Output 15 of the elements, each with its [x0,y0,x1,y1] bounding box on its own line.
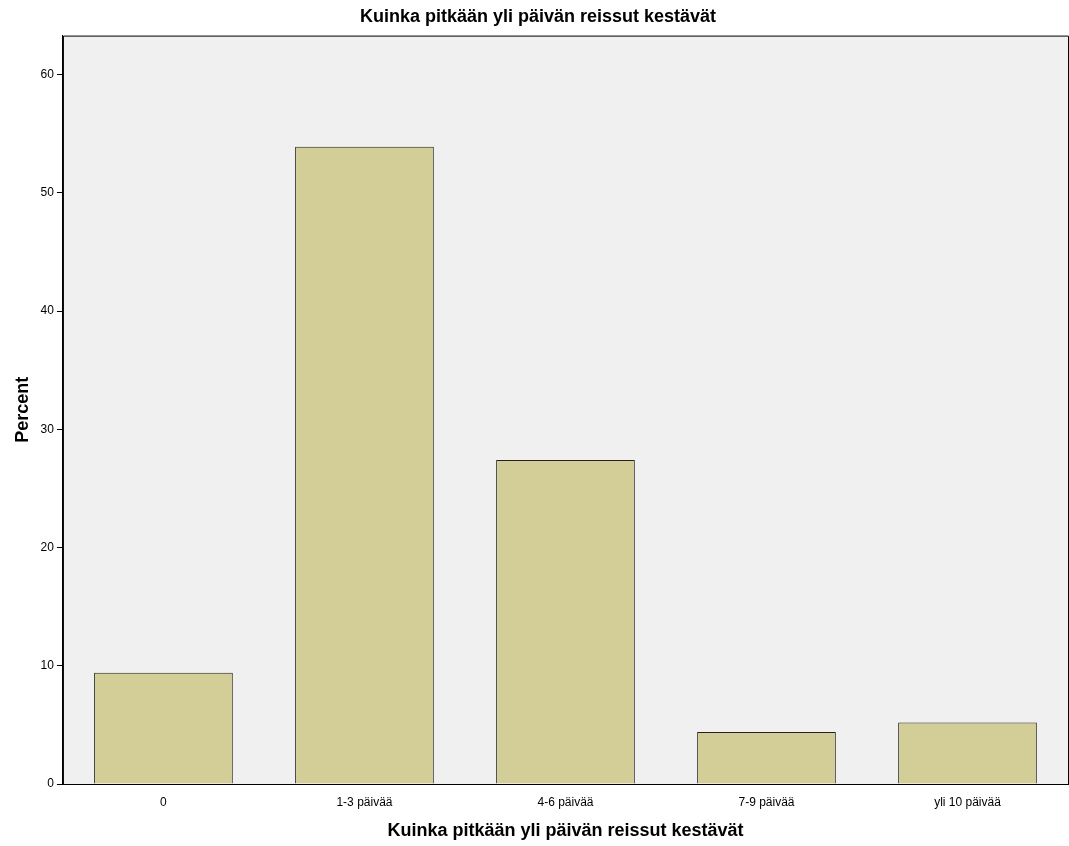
y-tick-label: 20 [40,539,55,554]
x-axis-title: Kuinka pitkään yli päivän reissut kestävät [387,820,744,841]
y-tick-label: 0 [47,776,55,791]
y-tick-label: 60 [40,66,55,81]
y-axis-title: Percent [11,376,32,443]
x-tick-label: 0 [160,794,168,809]
y-tick-label: 10 [40,658,55,673]
y-tick-label: 50 [40,185,55,200]
x-tick-label: 4-6 päivää [537,794,594,809]
x-tick-label: yli 10 päivää [934,794,1002,809]
y-tick-label: 30 [40,421,55,436]
chart-title: Kuinka pitkään yli päivän reissut kestävät [359,5,717,26]
x-tick-label: 7-9 päivää [738,794,795,809]
x-tick-label: 1-3 päivää [336,794,393,809]
y-tick-label: 40 [40,303,55,318]
